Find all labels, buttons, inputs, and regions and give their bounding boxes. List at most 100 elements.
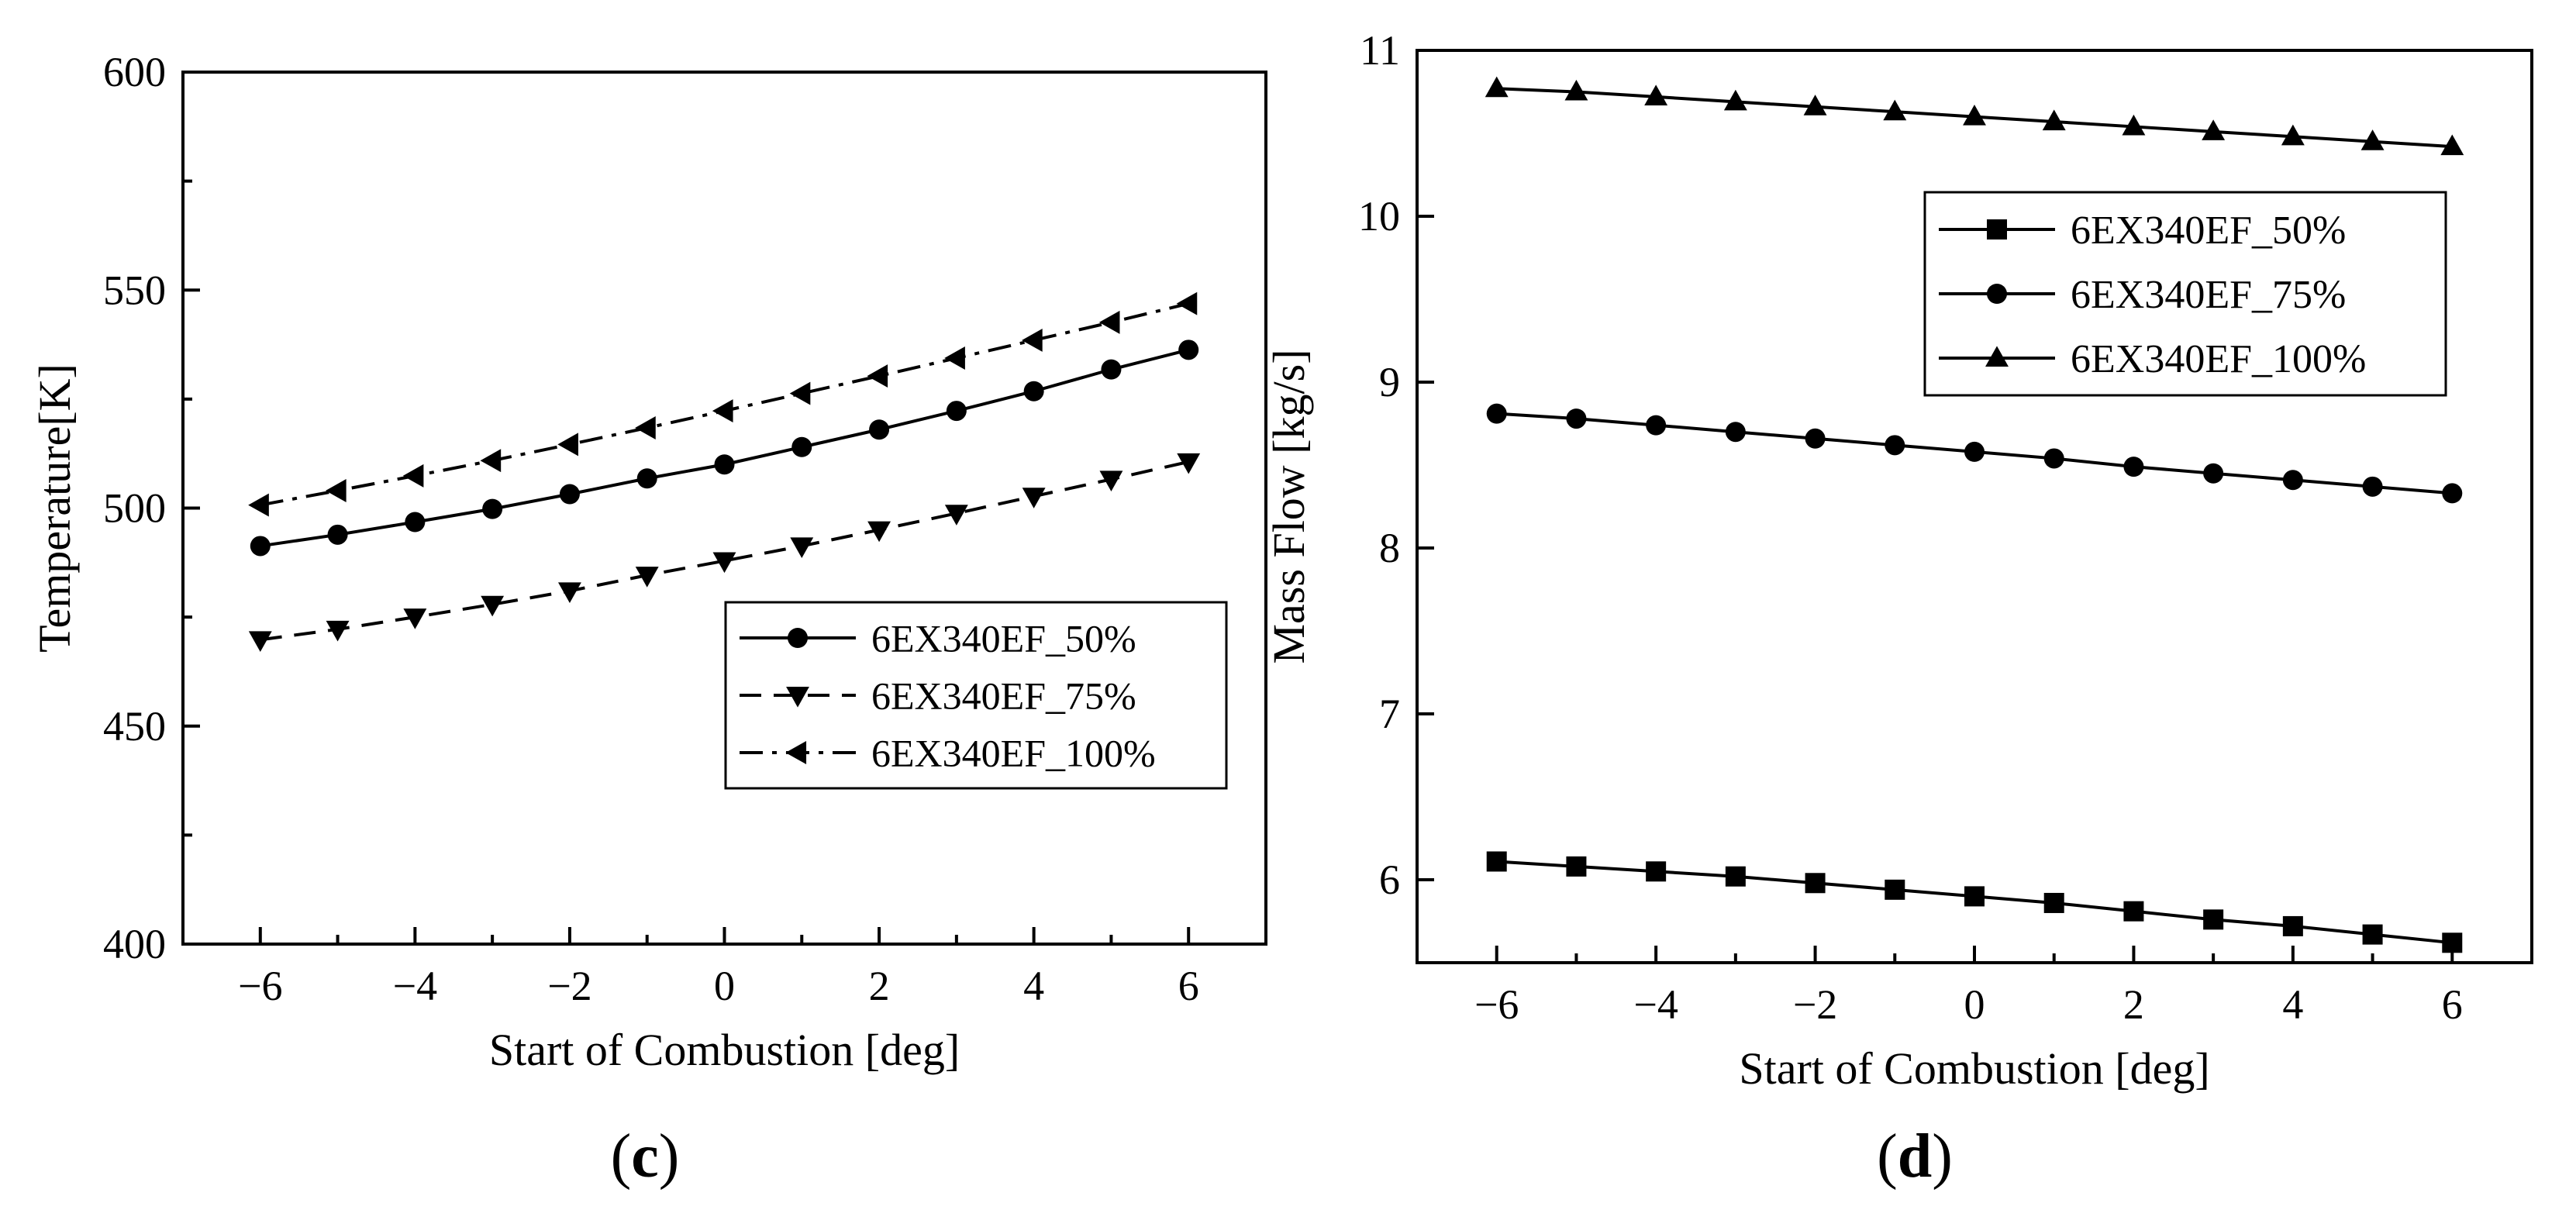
data-point — [2043, 448, 2064, 469]
data-point — [1646, 415, 1667, 436]
panel-c-label: (c) — [611, 1122, 680, 1191]
data-point — [1023, 381, 1044, 402]
data-point — [1964, 886, 1985, 907]
y-tick-label: 8 — [1379, 525, 1400, 571]
y-tick-label: 500 — [103, 485, 166, 532]
legend-marker — [788, 628, 808, 648]
data-point — [2203, 909, 2224, 930]
data-point — [789, 381, 811, 405]
y-tick-label: 400 — [103, 921, 166, 967]
data-point — [2362, 476, 2383, 497]
x-axis-title: Start of Combustion [deg] — [489, 1025, 960, 1075]
data-point — [327, 524, 348, 545]
y-tick-label: 6 — [1379, 856, 1400, 903]
data-point — [1486, 851, 1507, 872]
data-point — [1566, 408, 1587, 429]
data-point — [636, 468, 657, 489]
x-tick-label: 6 — [2442, 981, 2463, 1028]
x-tick-label: 6 — [1178, 963, 1199, 1009]
data-point — [2362, 924, 2383, 945]
legend-label: 6EX340EF_100% — [871, 732, 1156, 775]
data-point — [1022, 488, 1046, 508]
legend-marker — [1987, 219, 2007, 240]
data-point — [946, 401, 967, 422]
chart-panel-d: (d) −6 −4 −2 0 2 4 6 6 7 8 9 10 11 Start of Combustio… — [1264, 27, 2533, 1191]
x-axis-title: Start of Combustion [deg] — [1739, 1043, 2209, 1094]
x-tick-label: 4 — [1023, 963, 1044, 1009]
data-point — [2122, 114, 2146, 136]
data-point — [791, 436, 812, 457]
data-point — [248, 493, 269, 517]
x-tick-label: 4 — [2282, 981, 2303, 1028]
data-point — [1178, 339, 1199, 360]
data-point — [482, 498, 503, 519]
data-point — [1646, 861, 1667, 882]
data-point — [2442, 932, 2463, 953]
data-point — [944, 346, 965, 370]
data-point — [1099, 470, 1123, 491]
legend-label: 6EX340EF_100% — [2071, 337, 2366, 381]
x-tick-label: 2 — [2123, 981, 2144, 1028]
data-point — [2440, 134, 2464, 156]
panel-d-label: (d) — [1877, 1122, 1953, 1191]
data-point — [2042, 109, 2066, 131]
data-point — [1723, 89, 1747, 111]
legend-label: 6EX340EF_50% — [871, 617, 1136, 660]
y-tick-label: 10 — [1358, 193, 1400, 240]
y-tick-label: 550 — [103, 267, 166, 313]
data-point — [1725, 422, 1746, 443]
data-point — [712, 552, 736, 574]
x-tick-label: −4 — [393, 963, 437, 1009]
legend-label: 6EX340EF_75% — [2071, 273, 2346, 317]
x-tick-label: 2 — [869, 963, 890, 1009]
data-point — [248, 631, 272, 652]
data-point — [1564, 79, 1588, 101]
data-point — [944, 505, 968, 526]
legend-marker — [786, 686, 809, 708]
x-tick-label: −2 — [1793, 981, 1837, 1028]
y-axis-title: Mass Flow [kg/s] — [1264, 349, 1314, 663]
data-point — [402, 464, 424, 488]
data-point — [869, 419, 890, 440]
data-point — [2043, 892, 2064, 913]
data-point — [405, 512, 426, 533]
data-point — [1883, 99, 1907, 121]
data-point — [2281, 124, 2305, 146]
data-point — [867, 521, 891, 543]
data-point — [1101, 359, 1122, 380]
chart-panel-c: (c) −6 −4 −2 0 2 4 6 400 450 500 550 600 Start of Co… — [29, 49, 1267, 1191]
data-point — [1098, 310, 1120, 334]
data-point — [790, 537, 814, 559]
data-point — [1805, 428, 1826, 449]
legend-marker — [1985, 346, 2009, 367]
data-point — [2282, 470, 2303, 491]
x-tick-label: 0 — [1964, 981, 1985, 1028]
data-point — [2282, 915, 2303, 936]
data-point — [1566, 856, 1587, 877]
data-point — [250, 536, 271, 557]
legend-label: 6EX340EF_50% — [2071, 209, 2346, 253]
data-point — [557, 582, 581, 603]
x-tick-label: −6 — [1474, 981, 1519, 1028]
data-point — [1022, 328, 1043, 352]
data-point — [1885, 435, 1905, 456]
data-point — [1963, 105, 1986, 126]
data-point — [1176, 291, 1198, 315]
data-point — [326, 620, 350, 642]
data-point — [557, 433, 578, 457]
data-point — [1805, 873, 1826, 894]
y-tick-label: 600 — [103, 49, 166, 95]
data-point — [2123, 457, 2144, 477]
data-point — [1644, 84, 1668, 105]
legend-label: 6EX340EF_75% — [871, 674, 1136, 718]
y-tick-label: 7 — [1379, 691, 1400, 737]
data-point — [2123, 901, 2144, 922]
data-point — [867, 364, 888, 388]
data-point — [559, 484, 580, 505]
legend-marker — [785, 741, 807, 764]
data-point — [1725, 866, 1746, 887]
y-tick-label: 450 — [103, 703, 166, 750]
data-point — [325, 479, 347, 502]
y-tick-label: 11 — [1360, 27, 1400, 74]
